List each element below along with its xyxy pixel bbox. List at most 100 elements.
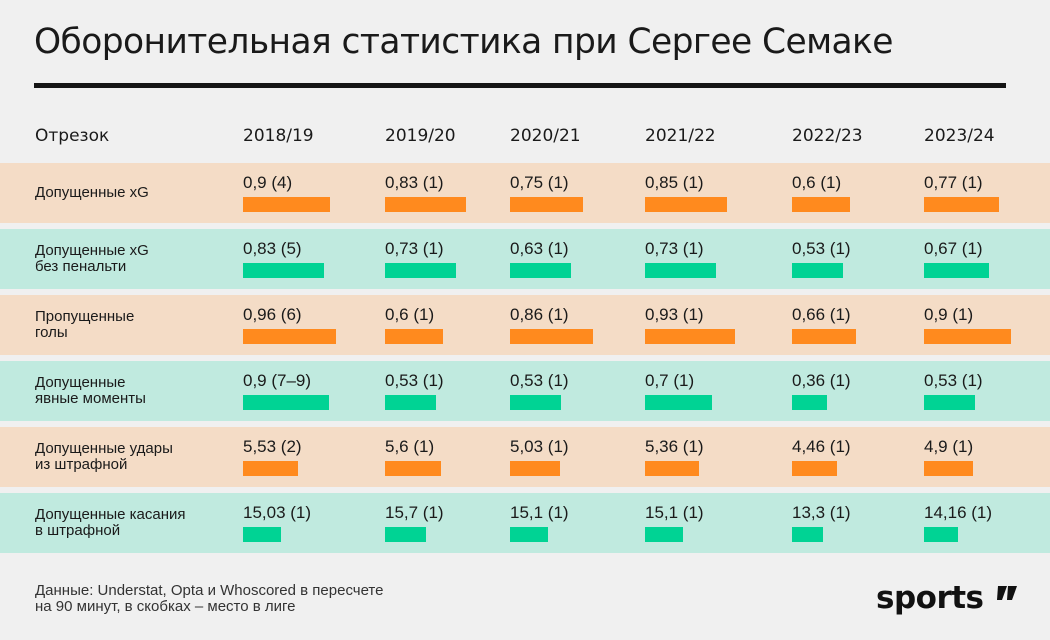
logo-mark-1 bbox=[997, 586, 1007, 600]
value-bar bbox=[645, 527, 683, 542]
value-bar bbox=[243, 395, 329, 410]
value-bar bbox=[645, 461, 699, 476]
value-label: 15,03 (1) bbox=[243, 503, 312, 522]
table-cell: 0,9 (4) bbox=[243, 173, 330, 212]
value-label: 0,9 (7–9) bbox=[243, 371, 312, 390]
value-label: 0,6 (1) bbox=[385, 305, 435, 324]
value-bar bbox=[924, 197, 999, 212]
table-cell: 0,53 (1) bbox=[510, 371, 569, 410]
table-cell: 0,53 (1) bbox=[792, 239, 851, 278]
value-label: 0,86 (1) bbox=[510, 305, 569, 324]
value-label: 15,1 (1) bbox=[645, 503, 704, 522]
value-bar bbox=[510, 197, 583, 212]
value-bar bbox=[243, 527, 281, 542]
table-cell: 0,63 (1) bbox=[510, 239, 571, 278]
value-label: 0,63 (1) bbox=[510, 239, 569, 258]
value-bar bbox=[924, 527, 958, 542]
title-divider bbox=[34, 83, 1006, 88]
value-label: 14,16 (1) bbox=[924, 503, 993, 522]
value-label: 0,83 (1) bbox=[385, 173, 444, 192]
value-label: 15,7 (1) bbox=[385, 503, 444, 522]
table-row: Пропущенные голы 0,96 (6) 0,6 (1) 0,86 (1) 0… bbox=[0, 295, 1050, 355]
value-label: 5,36 (1) bbox=[645, 437, 704, 456]
value-bar bbox=[385, 329, 443, 344]
table-cell: 0,9 (7–9) bbox=[243, 371, 329, 410]
row-label: Пропущенные голы bbox=[35, 308, 135, 341]
row-label: Допущенные xG bbox=[35, 184, 149, 201]
value-bar bbox=[645, 197, 727, 212]
value-label: 0,53 (1) bbox=[510, 371, 569, 390]
table-cell: 0,73 (1) bbox=[385, 239, 456, 278]
value-bar bbox=[510, 263, 571, 278]
value-bar bbox=[792, 527, 823, 542]
table-cell: 0,6 (1) bbox=[792, 173, 850, 212]
value-label: 0,75 (1) bbox=[510, 173, 569, 192]
header-season: 2022/23 bbox=[792, 126, 863, 146]
table-cell: 0,36 (1) bbox=[792, 371, 851, 410]
value-label: 0,6 (1) bbox=[792, 173, 842, 192]
value-bar bbox=[924, 263, 989, 278]
value-bar bbox=[385, 197, 466, 212]
table-cell: 0,83 (1) bbox=[385, 173, 466, 212]
header-label-col: Отрезок bbox=[35, 126, 110, 146]
value-bar bbox=[792, 329, 856, 344]
table-cell: 0,6 (1) bbox=[385, 305, 443, 344]
value-label: 0,85 (1) bbox=[645, 173, 704, 192]
table-cell: 0,7 (1) bbox=[645, 371, 712, 410]
header-season: 2021/22 bbox=[645, 126, 716, 146]
table-row: Допущенные касания в штрафной 15,03 (1) 15… bbox=[0, 493, 1050, 553]
value-label: 5,53 (2) bbox=[243, 437, 302, 456]
table-row: Допущенные xG 0,9 (4) 0,83 (1) 0,75 (1) 0,85… bbox=[0, 163, 1050, 223]
table-cell: 5,03 (1) bbox=[510, 437, 569, 476]
row-label: Допущенные касания в штрафной bbox=[35, 506, 186, 539]
value-label: 13,3 (1) bbox=[792, 503, 851, 522]
table-cell: 15,1 (1) bbox=[645, 503, 704, 542]
table-row: Допущенные явные моменты 0,9 (7–9) 0,53 (1… bbox=[0, 361, 1050, 421]
value-label: 0,36 (1) bbox=[792, 371, 851, 390]
value-label: 0,53 (1) bbox=[792, 239, 851, 258]
table-cell: 15,7 (1) bbox=[385, 503, 444, 542]
value-bar bbox=[645, 395, 712, 410]
table-cell: 14,16 (1) bbox=[924, 503, 992, 542]
value-label: 5,6 (1) bbox=[385, 437, 435, 456]
row-label: Допущенные явные моменты bbox=[35, 374, 146, 407]
value-bar bbox=[792, 395, 827, 410]
table-cell: 13,3 (1) bbox=[792, 503, 851, 542]
table-cell: 0,83 (5) bbox=[243, 239, 324, 278]
value-bar bbox=[243, 329, 336, 344]
value-label: 0,9 (1) bbox=[924, 305, 974, 324]
table-cell: 15,1 (1) bbox=[510, 503, 569, 542]
value-bar bbox=[924, 461, 973, 476]
value-bar bbox=[385, 263, 456, 278]
value-label: 0,73 (1) bbox=[385, 239, 444, 258]
source-note: Данные: Understat, Opta и Whoscored в пе… bbox=[35, 582, 384, 615]
row-label: Допущенные удары из штрафной bbox=[35, 440, 173, 473]
value-bar bbox=[510, 395, 561, 410]
row-label: Допущенные xG без пенальти bbox=[35, 242, 149, 275]
logo-mark-2 bbox=[1007, 586, 1017, 600]
header-season: 2018/19 bbox=[243, 126, 314, 146]
value-bar bbox=[645, 329, 735, 344]
value-bar bbox=[243, 263, 324, 278]
value-bar bbox=[385, 461, 441, 476]
table-cell: 0,85 (1) bbox=[645, 173, 727, 212]
value-bar bbox=[924, 329, 1011, 344]
value-label: 0,53 (1) bbox=[924, 371, 983, 390]
value-label: 0,66 (1) bbox=[792, 305, 851, 324]
table-cell: 0,73 (1) bbox=[645, 239, 716, 278]
table-cell: 0,66 (1) bbox=[792, 305, 856, 344]
header-season: 2020/21 bbox=[510, 126, 581, 146]
value-label: 0,53 (1) bbox=[385, 371, 444, 390]
value-label: 4,9 (1) bbox=[924, 437, 974, 456]
value-label: 0,83 (5) bbox=[243, 239, 302, 258]
value-label: 0,93 (1) bbox=[645, 305, 704, 324]
logo-text: sports bbox=[876, 580, 984, 616]
table-cell: 0,67 (1) bbox=[924, 239, 989, 278]
value-label: 0,7 (1) bbox=[645, 371, 695, 390]
table-row: Допущенные удары из штрафной 5,53 (2) 5,6 … bbox=[0, 427, 1050, 487]
value-label: 0,96 (6) bbox=[243, 305, 302, 324]
value-bar bbox=[243, 461, 298, 476]
value-label: 0,9 (4) bbox=[243, 173, 293, 192]
value-bar bbox=[385, 527, 426, 542]
value-bar bbox=[792, 461, 837, 476]
